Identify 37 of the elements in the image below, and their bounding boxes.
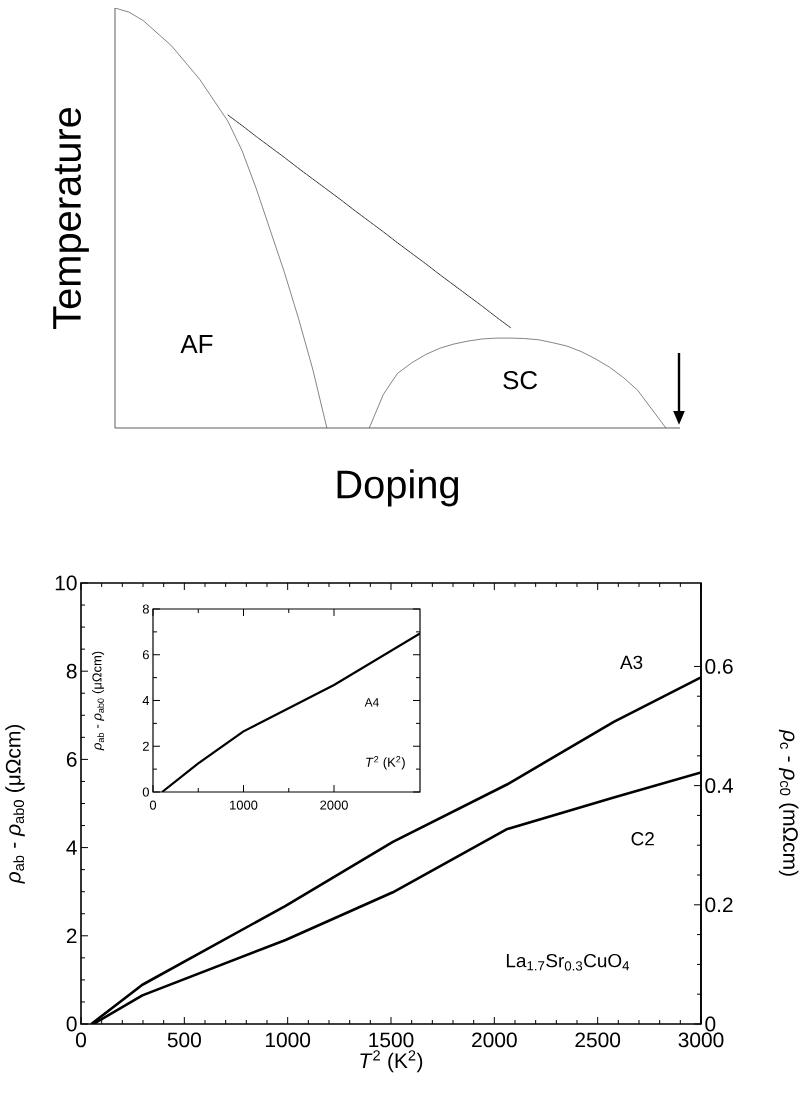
annotation: AF [180,335,213,353]
y2-tick-label: 0.4 [705,778,734,794]
annotation: C2 [631,832,654,846]
y-axis-title: ρ$_{ab}$ - ρ$_{ab0}$ (μΩcm) [5,724,25,884]
y-tick-label: 4 [66,840,77,855]
x-tick-label: 1000 [230,800,258,810]
annotation: SC [503,370,538,390]
y-tick-label: 2 [143,741,149,751]
y-tick-label: 8 [142,604,150,614]
y-tick-label: 10 [55,575,77,591]
x-tick-label: 1000 [266,1032,311,1048]
x-tick-label: 2000 [472,1032,517,1048]
x-tick-label: 1500 [369,1032,414,1048]
y-axis-title: Temperature [53,107,90,329]
y-tick-label: 0 [66,1016,77,1032]
x-tick-label: 0 [150,800,157,810]
annotation: A3 [620,655,643,670]
y-tick-label: 4 [142,696,150,705]
y2-tick-label: 0.2 [705,897,733,913]
x-tick-label: 2500 [575,1032,621,1048]
annotation: La$_{1.7}$Sr$_{0.3}$CuO$_{4}$ [507,953,630,971]
y-tick-label: 2 [67,928,77,944]
y-tick-label: 6 [143,650,150,660]
y-tick-label: 0 [142,787,150,797]
x-axis-title: Doping [337,469,459,507]
y2-tick-label: 0.6 [705,659,733,674]
y2-axis-title: ρ$_{c}$ - ρ$_{c0}$ (mΩcm) [779,729,799,876]
x-axis-title: T$^{2}$ (K$^{2}$) [366,756,405,770]
x-tick-label: 500 [167,1032,202,1048]
y-axis-title: ρ$_{ab}$ - ρ$_{ab0}$ (μΩcm) [92,651,105,751]
x-axis-title: T$^{2}$ (K$^{2}$) [360,1050,423,1073]
y2-tick-label: 0 [705,1016,716,1032]
y-tick-label: 8 [66,663,77,679]
annotation: A4 [364,698,380,707]
x-tick-label: 2000 [320,800,349,810]
x-tick-label: 3000 [678,1032,724,1048]
y-tick-label: 6 [67,751,77,767]
